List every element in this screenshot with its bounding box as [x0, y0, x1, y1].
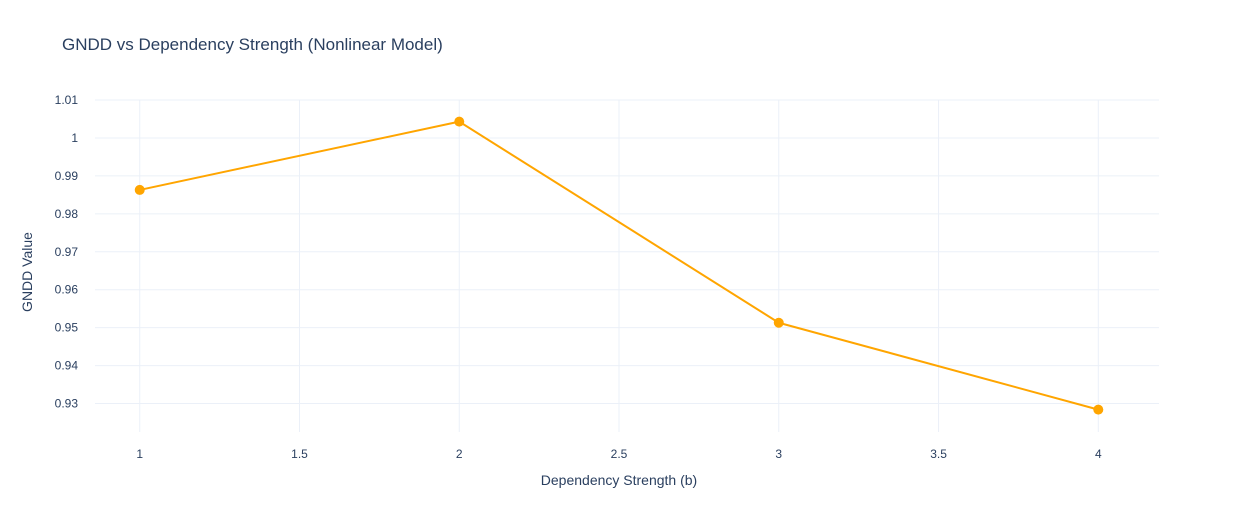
y-tick-label: 0.93 [55, 397, 79, 411]
data-point [773, 317, 784, 328]
x-tick-label: 1 [136, 447, 143, 461]
y-tick-label: 1.01 [55, 93, 79, 107]
x-tick-label: 3.5 [930, 447, 947, 461]
data-point [1093, 404, 1104, 415]
y-tick-label: 0.99 [55, 169, 79, 183]
y-tick-label: 1 [71, 131, 78, 145]
x-tick-labels: 1 1.5 2 2.5 3 3.5 4 [136, 447, 1102, 461]
y-tick-label: 0.96 [55, 283, 79, 297]
x-tick-label: 4 [1095, 447, 1102, 461]
y-tick-label: 0.98 [55, 207, 79, 221]
x-axis-title: Dependency Strength (b) [541, 472, 697, 488]
x-tick-label: 3 [775, 447, 782, 461]
series-layer [134, 116, 1104, 415]
x-tick-label: 2.5 [611, 447, 628, 461]
y-axis-title: GNDD Value [19, 232, 35, 312]
chart-title: GNDD vs Dependency Strength (Nonlinear M… [62, 35, 443, 54]
y-tick-label: 0.97 [55, 245, 79, 259]
data-point [134, 184, 145, 195]
series-line [139, 120, 1099, 411]
data-point [454, 116, 465, 127]
y-tick-labels: 0.93 0.94 0.95 0.96 0.97 0.98 0.99 1 1.01 [55, 93, 79, 411]
y-tick-label: 0.95 [55, 321, 79, 335]
x-tick-label: 1.5 [291, 447, 308, 461]
y-tick-label: 0.94 [55, 359, 79, 373]
x-tick-label: 2 [456, 447, 463, 461]
